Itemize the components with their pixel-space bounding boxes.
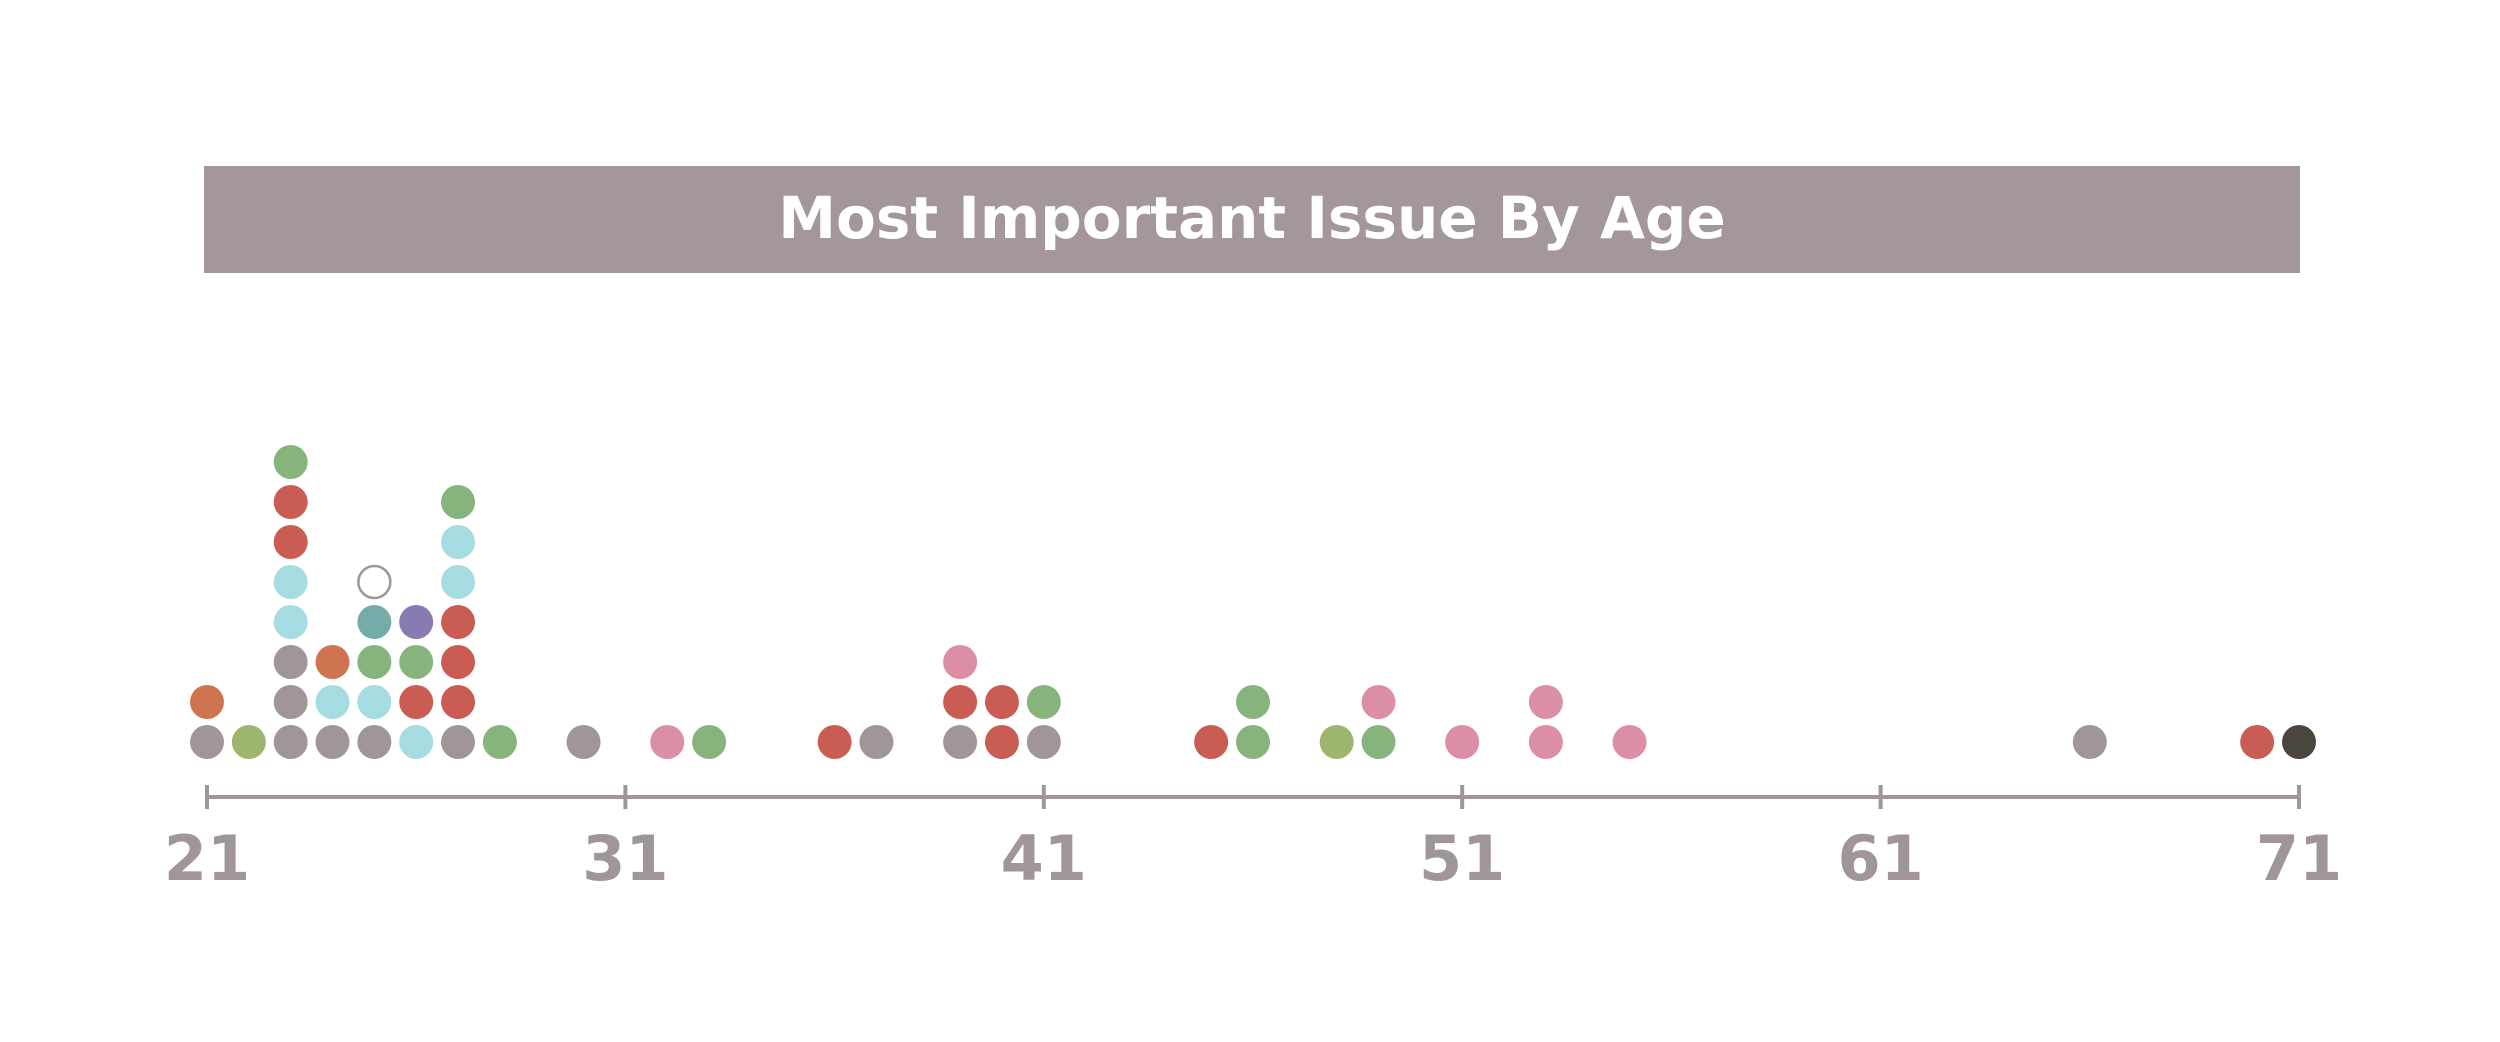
- data-dot: [357, 564, 392, 600]
- data-dot: [1361, 685, 1396, 719]
- x-axis: 21 31 41 51 61 71: [164, 785, 2342, 895]
- data-dot: [357, 645, 392, 679]
- data-dot: [566, 725, 601, 759]
- data-dot: [817, 725, 852, 759]
- data-dot: [1026, 725, 1061, 759]
- data-dot: [1361, 725, 1396, 759]
- data-dot: [1236, 725, 1270, 759]
- data-dot: [273, 605, 308, 639]
- data-dot: [357, 605, 392, 639]
- data-dot: [1319, 725, 1354, 759]
- data-dot: [482, 725, 517, 759]
- chart-title: Most Important Issue By Age: [778, 184, 1725, 252]
- data-dot: [273, 445, 308, 479]
- data-dot: [315, 725, 350, 759]
- dots-layer: [190, 445, 2316, 759]
- data-dot: [1528, 725, 1563, 759]
- data-dot: [273, 645, 308, 679]
- data-dot: [399, 605, 434, 639]
- data-dot: [441, 645, 476, 679]
- data-dot: [1194, 725, 1229, 759]
- data-dot: [1026, 685, 1061, 719]
- data-dot: [441, 685, 476, 719]
- title-banner: [204, 166, 2300, 273]
- data-dot: [273, 525, 308, 559]
- data-dot: [399, 725, 434, 759]
- data-dot: [2282, 725, 2316, 759]
- data-dot: [315, 645, 350, 679]
- data-dot: [441, 565, 476, 599]
- data-dot: [190, 685, 224, 719]
- data-dot: [984, 725, 1019, 759]
- data-dot: [984, 685, 1019, 719]
- data-dot: [1612, 725, 1647, 759]
- data-dot: [441, 605, 476, 639]
- data-dot: [943, 645, 978, 679]
- data-dot: [273, 485, 308, 519]
- x-tick-label: 41: [1001, 822, 1087, 895]
- data-dot: [399, 645, 434, 679]
- data-dot: [190, 725, 224, 759]
- x-tick-label: 21: [164, 822, 250, 895]
- data-dot: [859, 725, 894, 759]
- data-dot: [441, 725, 476, 759]
- data-dot: [273, 685, 308, 719]
- data-dot: [943, 685, 978, 719]
- data-dot: [1445, 725, 1480, 759]
- data-dot: [273, 725, 308, 759]
- data-dot: [1528, 685, 1563, 719]
- data-dot: [399, 685, 434, 719]
- data-dot: [441, 525, 476, 559]
- x-tick-label: 51: [1419, 822, 1505, 895]
- data-dot: [943, 725, 978, 759]
- data-dot: [2240, 725, 2275, 759]
- x-tick-label: 31: [582, 822, 668, 895]
- data-dot: [273, 565, 308, 599]
- data-dot: [357, 685, 392, 719]
- data-dot: [2072, 725, 2107, 759]
- data-dot: [315, 685, 350, 719]
- data-dot: [231, 725, 266, 759]
- data-dot: [692, 725, 727, 759]
- x-tick-label: 61: [1837, 822, 1923, 895]
- data-dot: [1236, 685, 1270, 719]
- x-tick-label: 71: [2256, 822, 2342, 895]
- data-dot: [650, 725, 685, 759]
- data-dot: [441, 485, 476, 519]
- data-dot: [357, 725, 392, 759]
